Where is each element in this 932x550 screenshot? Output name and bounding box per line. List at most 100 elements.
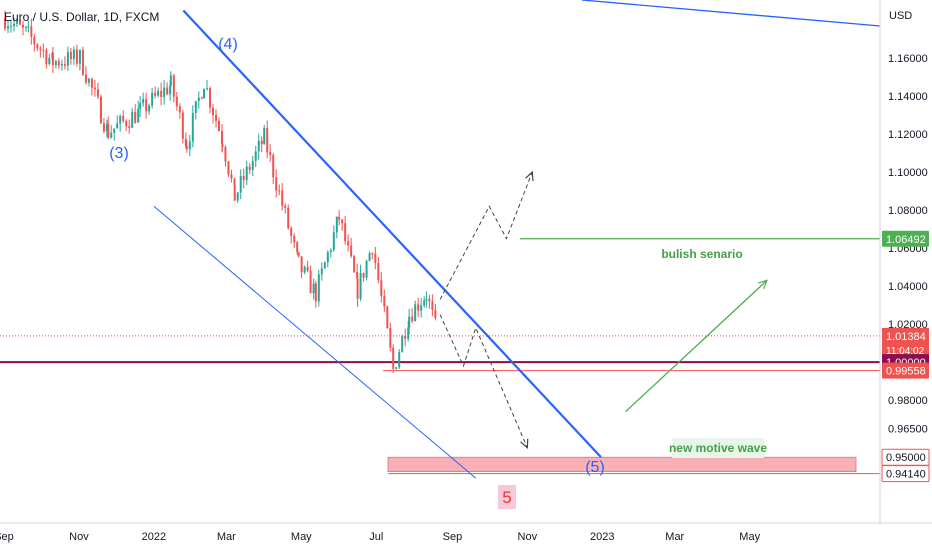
candle-body [338, 216, 341, 220]
candle-body [398, 352, 401, 368]
candle-body [175, 96, 178, 107]
candle-body [51, 52, 54, 66]
candle-body [84, 74, 87, 83]
candle-body [269, 152, 272, 156]
currency-label: USD [889, 10, 912, 22]
candle-body [39, 48, 42, 50]
candle-body [254, 151, 257, 161]
time-tick-label: May [739, 531, 760, 543]
candle-body [323, 262, 326, 269]
candle-body [329, 250, 332, 253]
candle-body [13, 23, 15, 27]
candle-body [151, 92, 154, 106]
drawings: (3) (4) (5) 5 bulish senario new motive wave [109, 0, 881, 507]
candle-body [16, 20, 18, 24]
bullish-arrowhead [525, 170, 534, 182]
time-tick-label: Nov [518, 531, 538, 543]
wave-4-label: (4) [218, 36, 238, 53]
time-tick-label: Mar [665, 531, 684, 543]
candle-body [417, 304, 420, 311]
candle-body [125, 120, 128, 127]
candle-body [293, 235, 296, 243]
candle-body [356, 278, 359, 299]
candle-body [420, 305, 423, 311]
new-motive-wave-label: new motive wave [669, 441, 767, 455]
candle-body [110, 132, 113, 138]
candle-body [134, 111, 137, 123]
candle-body [428, 298, 431, 302]
candle-body [142, 99, 145, 104]
candle-body [7, 26, 9, 29]
bearish-projection-path [439, 314, 528, 448]
candle-body [414, 304, 417, 322]
zone-bottom-tag: 0.94140 [886, 469, 926, 481]
candle-body [312, 283, 315, 294]
candle-body [335, 216, 338, 233]
candle-body [212, 107, 215, 115]
time-tick-label: Mar [217, 531, 236, 543]
candle-body [408, 316, 411, 328]
candle-body [87, 78, 90, 83]
candle-body [425, 298, 428, 301]
candle-body [191, 112, 194, 142]
candle-body [411, 316, 414, 322]
candle-body [181, 112, 184, 139]
candle-body [197, 97, 200, 102]
candle-body [209, 88, 212, 108]
time-tick-label: 2023 [590, 531, 614, 543]
candle-body [389, 328, 392, 348]
candle-body [93, 87, 96, 90]
candle-body [245, 166, 248, 181]
bullish-scenario-label: bulish senario [661, 247, 742, 261]
candle-body [356, 271, 359, 279]
candle-body [66, 52, 69, 66]
candle-body [128, 126, 131, 128]
candle-body [185, 146, 188, 150]
candle-body [184, 138, 187, 147]
candle-body [320, 268, 323, 275]
candle-body [251, 160, 254, 170]
candle-body [287, 207, 290, 229]
candle-body [260, 140, 263, 145]
candle-body [386, 306, 389, 329]
candle-body [99, 96, 102, 124]
candle-body [160, 90, 163, 97]
chart-title: Euro / U.S. Dollar, 1D, FXCM [4, 10, 160, 24]
price-tick-label: 0.98000 [888, 395, 928, 407]
candle-body [119, 115, 122, 124]
candle-body [257, 140, 260, 152]
demand-zone [387, 456, 857, 472]
countdown-tag: 11:04:02 [886, 346, 925, 357]
candle-body [344, 223, 347, 242]
time-tick-label: Sep [443, 531, 463, 543]
time-tick-label: Jul [369, 531, 383, 543]
price-tick-label: 1.14000 [888, 91, 928, 103]
candle-body [362, 272, 365, 278]
candle-body [96, 89, 99, 97]
candle-body [309, 270, 312, 294]
candle-body [350, 245, 353, 257]
candle-body [36, 44, 39, 49]
support-level-tag-bg [882, 362, 929, 379]
current-price-tag: 1.01384 [886, 331, 926, 343]
candle-body [266, 127, 269, 153]
candle-body [81, 50, 84, 75]
zone-5-box [498, 485, 516, 509]
candle-body [326, 252, 329, 263]
candle-body [139, 103, 142, 109]
candle-body [242, 175, 245, 181]
candle-body [314, 283, 317, 302]
candle-body [300, 256, 303, 273]
candle-body [281, 190, 284, 206]
candle-body [383, 296, 386, 307]
wave-5-label: (5) [585, 459, 605, 476]
candle-body [236, 192, 239, 201]
candle-body [107, 123, 110, 138]
candle-body [10, 26, 12, 28]
price-tick-label: 1.04000 [888, 281, 928, 293]
time-tick-label: Nov [69, 531, 89, 543]
channel-lower-line [153, 205, 477, 479]
candle-body [102, 123, 105, 132]
candle-body [145, 99, 148, 112]
